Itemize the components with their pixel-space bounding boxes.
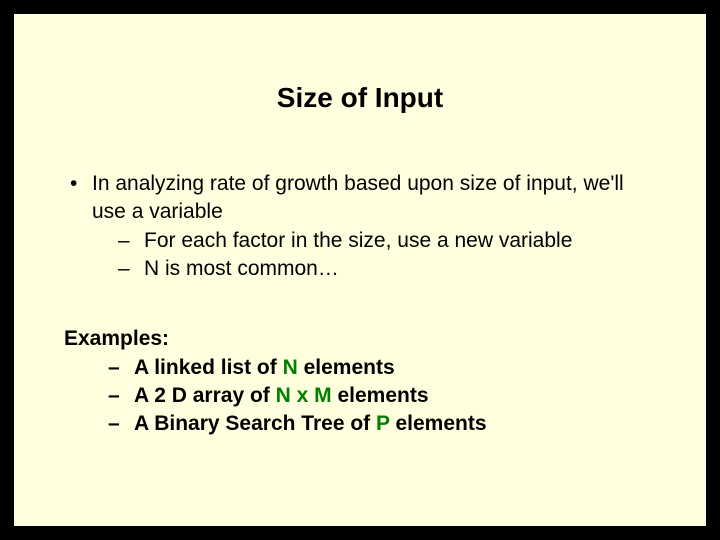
example-item: – A linked list of N elements <box>64 354 656 382</box>
example-highlight: N <box>283 356 298 379</box>
example-marker: – <box>108 382 134 410</box>
sub-bullet-item: – For each factor in the size, use a new… <box>92 227 656 255</box>
example-post: elements <box>332 384 429 407</box>
sub-bullet-item: – N is most common… <box>92 255 656 283</box>
example-highlight: P <box>376 412 390 435</box>
example-post: elements <box>298 356 395 379</box>
examples-label: Examples: <box>64 325 656 353</box>
example-pre: A 2 D array of <box>134 384 276 407</box>
sub-bullet-marker: – <box>118 255 144 283</box>
slide: Size of Input • In analyzing rate of gro… <box>12 12 708 528</box>
example-text: A Binary Search Tree of P elements <box>134 410 487 438</box>
slide-title: Size of Input <box>64 82 656 114</box>
sub-bullet-marker: – <box>118 227 144 255</box>
example-marker: – <box>108 354 134 382</box>
bullet-text: In analyzing rate of growth based upon s… <box>92 170 656 283</box>
bullet-item: • In analyzing rate of growth based upon… <box>64 170 656 283</box>
example-marker: – <box>108 410 134 438</box>
bullet-marker: • <box>64 170 92 283</box>
example-item: – A 2 D array of N x M elements <box>64 382 656 410</box>
sub-bullet-text: For each factor in the size, use a new v… <box>144 227 572 255</box>
example-text: A linked list of N elements <box>134 354 395 382</box>
slide-body: • In analyzing rate of growth based upon… <box>64 170 656 439</box>
example-text: A 2 D array of N x M elements <box>134 382 429 410</box>
sub-bullet-text: N is most common… <box>144 255 339 283</box>
example-post: elements <box>390 412 487 435</box>
example-highlight: N x M <box>276 384 332 407</box>
example-pre: A Binary Search Tree of <box>134 412 376 435</box>
bullet-text-span: In analyzing rate of growth based upon s… <box>92 172 624 223</box>
examples-section: Examples: – A linked list of N elements … <box>64 325 656 438</box>
example-pre: A linked list of <box>134 356 283 379</box>
example-item: – A Binary Search Tree of P elements <box>64 410 656 438</box>
